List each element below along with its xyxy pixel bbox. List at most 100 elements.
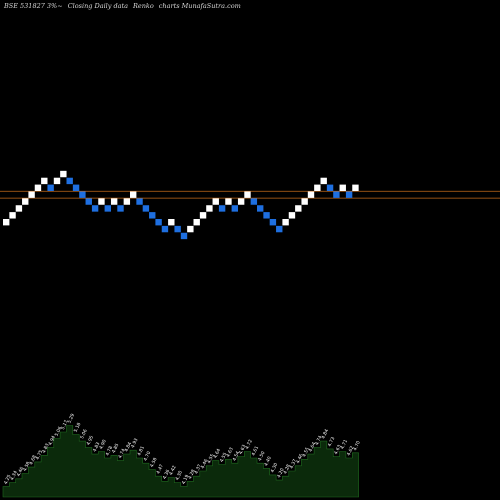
renko-brick-down: [174, 225, 181, 233]
renko-brick-down: [218, 205, 226, 212]
renko-brick-up: [34, 184, 42, 191]
volume-area: [2, 425, 359, 498]
volume-price-label: 4.84: [320, 428, 330, 440]
renko-brick-up: [282, 219, 289, 226]
renko-brick-down: [263, 212, 270, 219]
volume-price-label: 4.19: [181, 474, 191, 486]
volume-price-label: 4.63: [333, 444, 343, 456]
volume-price-label: 4.63: [238, 444, 248, 456]
volume-price-label: 4.46: [200, 458, 210, 470]
renko-brick-up: [320, 177, 327, 185]
chart-symbol: BSE 531827 3%~: [4, 2, 63, 10]
volume-price-label: 4.37: [289, 458, 299, 470]
volume-price-label: 4.36: [162, 469, 172, 481]
chart-type-label: Renko: [133, 2, 154, 10]
renko-brick-up: [288, 212, 296, 219]
volume-price-label: 4.40: [263, 455, 273, 467]
renko-brick-up: [199, 212, 207, 219]
volume-price-label: 4.74: [117, 448, 127, 460]
renko-brick-up: [168, 219, 175, 226]
volume-price-label: 4.85: [111, 442, 121, 454]
chart-data-kind: Closing Daily data: [67, 2, 128, 10]
renko-brick-down: [72, 184, 80, 191]
renko-brick-up: [187, 225, 194, 233]
volume-price-label: 4.75: [35, 449, 45, 461]
renko-brick-down: [149, 212, 156, 219]
volume-price-label: 4.70: [143, 450, 153, 462]
renko-brick-down: [257, 205, 264, 212]
renko-brick-up: [130, 191, 137, 198]
renko-brick-down: [66, 177, 73, 185]
renko-brick-up: [206, 205, 213, 212]
volume-price-label: 4.28: [187, 468, 197, 480]
volume-price-label: 4.84: [123, 441, 133, 453]
volume-price-label: 4.95: [85, 435, 95, 447]
volume-price-label: 4.83: [92, 441, 102, 453]
chart-header: BSE 531827 3%~ Closing Daily data Renko cha…: [4, 2, 246, 10]
renko-brick-down: [155, 219, 162, 226]
renko-brick-down: [161, 225, 169, 233]
volume-price-label: 4.81: [136, 445, 146, 457]
volume-price-label: 4.64: [308, 441, 318, 453]
renko-brick-up: [295, 205, 302, 212]
volume-price-label: 4.78: [104, 445, 114, 457]
volume-price-label: 4.30: [270, 462, 280, 474]
volume-price-label: 4.37: [193, 463, 203, 475]
volume-price-label: 4.30: [174, 470, 184, 482]
renko-brick-down: [136, 198, 143, 205]
renko-brick-up: [110, 198, 118, 205]
volume-price-label: 5.17: [60, 419, 70, 431]
chart-site: charts MunafaSutra.com: [158, 2, 241, 10]
renko-brick-down: [250, 198, 258, 205]
volume-price-label: 4.25: [3, 474, 13, 486]
volume-price-label: 4.47: [155, 463, 165, 475]
volume-price-label: 4.61: [250, 445, 260, 457]
renko-brick-up: [307, 191, 315, 198]
volume-price-label: 4.74: [314, 435, 324, 447]
volume-price-label: 5.06: [54, 426, 64, 438]
renko-brick-down: [142, 205, 150, 212]
renko-brick-down: [91, 205, 99, 212]
renko-brick-up: [301, 198, 308, 205]
renko-brick-down: [47, 184, 54, 191]
volume-price-label: 4.28: [282, 463, 292, 475]
volume-price-label: 4.54: [231, 450, 241, 462]
volume-price-label: 4.83: [41, 443, 51, 455]
volume-price-label: 4.70: [352, 440, 362, 452]
renko-brick-down: [231, 205, 238, 212]
renko-brick-up: [3, 219, 10, 226]
renko-brick-up: [212, 198, 219, 205]
volume-price-label: 4.58: [22, 461, 32, 473]
renko-brick-up: [237, 198, 245, 205]
volume-price-label: 5.18: [73, 422, 83, 434]
renko-brick-down: [333, 191, 340, 198]
renko-brick-up: [28, 191, 35, 198]
renko-brick-up: [15, 205, 23, 212]
renko-brick-down: [269, 219, 277, 226]
renko-brick-up: [22, 198, 29, 205]
volume-price-label: 4.50: [257, 450, 267, 462]
volume-price-label: 4.68: [28, 454, 38, 466]
volume-price-label: 5.29: [66, 413, 76, 425]
volume-price-label: 4.73: [327, 436, 337, 448]
renko-brick-up: [352, 184, 359, 191]
renko-brick-up: [314, 184, 321, 191]
volume-price-label: 4.90: [98, 439, 108, 451]
renko-brick-down: [180, 232, 188, 240]
volume-price-label: 4.20: [276, 467, 286, 479]
volume-price-label: 4.94: [47, 435, 57, 447]
renko-brick-down: [326, 184, 334, 191]
volume-price-label: 4.46: [295, 453, 305, 465]
volume-price-label: 4.55: [301, 446, 311, 458]
volume-price-label: 4.93: [130, 437, 140, 449]
volume-price-label: 4.34: [9, 470, 19, 482]
renko-brick-up: [225, 198, 232, 205]
renko-brick-down: [276, 225, 283, 233]
renko-brick-down: [104, 205, 111, 212]
volume-price-label: 4.64: [212, 448, 222, 460]
renko-brick-up: [53, 177, 61, 185]
renko-brick-up: [98, 198, 105, 205]
renko-brick-up: [60, 170, 67, 178]
